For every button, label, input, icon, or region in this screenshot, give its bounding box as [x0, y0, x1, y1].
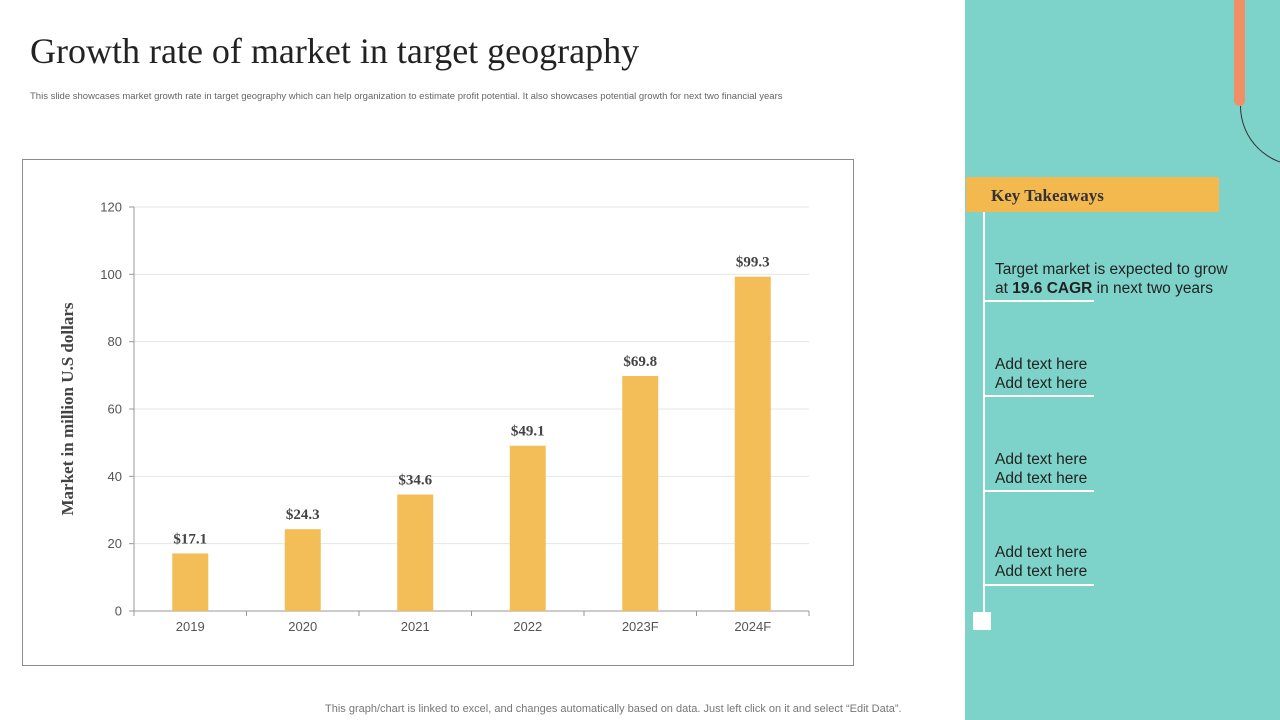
takeaway-item-3: Add text here Add text here — [995, 450, 1087, 488]
timeline-end-marker — [973, 612, 991, 630]
bar-2024F — [734, 276, 771, 611]
x-tick-label: 2022 — [513, 619, 542, 634]
data-label: $69.8 — [623, 354, 657, 370]
data-label: $17.1 — [173, 531, 207, 547]
cagr-value: 19.6 CAGR — [1012, 280, 1093, 297]
takeaway-divider-2 — [983, 395, 1094, 397]
accent-bar — [1234, 0, 1245, 106]
takeaway-item-1-at: at — [995, 280, 1013, 297]
takeaway-item-2-line2: Add text here — [995, 375, 1088, 392]
data-label: $49.1 — [511, 424, 545, 440]
x-tick-label: 2020 — [288, 619, 317, 634]
y-tick-label: 60 — [108, 402, 122, 417]
bar-2023F — [622, 376, 659, 611]
footnote: This graph/chart is linked to excel, and… — [325, 703, 902, 715]
x-tick-label: 2021 — [401, 619, 430, 634]
takeaway-divider-4 — [983, 584, 1094, 586]
key-takeaways-label: Key Takeaways — [991, 186, 1104, 205]
bar-2020 — [284, 529, 321, 611]
x-tick-label: 2023F — [622, 619, 659, 634]
data-label: $99.3 — [736, 255, 770, 271]
y-tick-label: 80 — [108, 334, 122, 349]
data-label: $24.3 — [286, 507, 320, 523]
chart-frame[interactable]: 0 20 40 60 80 100 120 $17.1 2019 $24.3 2020 $34.6 20… — [22, 159, 854, 666]
y-axis-label: Market in million U.S dollars — [58, 302, 77, 515]
y-tick-label: 40 — [108, 469, 122, 484]
takeaway-item-1: Target market is expected to grow at 19.… — [995, 260, 1228, 298]
takeaway-item-4-line1: Add text here — [995, 544, 1088, 561]
page-title: Growth rate of market in target geograph… — [30, 31, 640, 71]
x-tick-label: 2024F — [734, 619, 771, 634]
takeaway-item-2: Add text here Add text here — [995, 355, 1087, 393]
bar-chart: 0 20 40 60 80 100 120 $17.1 2019 $24.3 2020 $34.6 20… — [58, 200, 810, 634]
y-tick-label: 120 — [100, 200, 122, 215]
y-tick-label: 100 — [100, 267, 122, 282]
takeaways-panel — [965, 0, 1280, 720]
takeaway-item-4-line2: Add text here — [995, 563, 1088, 580]
bar-2021 — [397, 494, 434, 611]
takeaway-item-1-line1: Target market is expected to grow — [995, 261, 1228, 278]
takeaway-divider-1 — [983, 300, 1094, 302]
x-tick-label: 2019 — [176, 619, 205, 634]
takeaway-divider-3 — [983, 490, 1094, 492]
takeaway-item-1-post: in next two years — [1092, 280, 1213, 297]
y-tick-label: 20 — [108, 536, 122, 551]
bar-2019 — [172, 553, 209, 611]
takeaway-item-2-line1: Add text here — [995, 356, 1088, 373]
takeaway-item-3-line2: Add text here — [995, 470, 1088, 487]
y-tick-label: 0 — [115, 604, 122, 619]
data-label: $34.6 — [398, 473, 432, 489]
timeline-line — [983, 212, 985, 612]
takeaway-item-4: Add text here Add text here — [995, 543, 1087, 581]
takeaway-item-3-line1: Add text here — [995, 451, 1088, 468]
key-takeaways-header: Key Takeaways — [966, 177, 1219, 212]
bar-2022 — [509, 445, 546, 611]
page-subtitle: This slide showcases market growth rate … — [30, 91, 783, 102]
